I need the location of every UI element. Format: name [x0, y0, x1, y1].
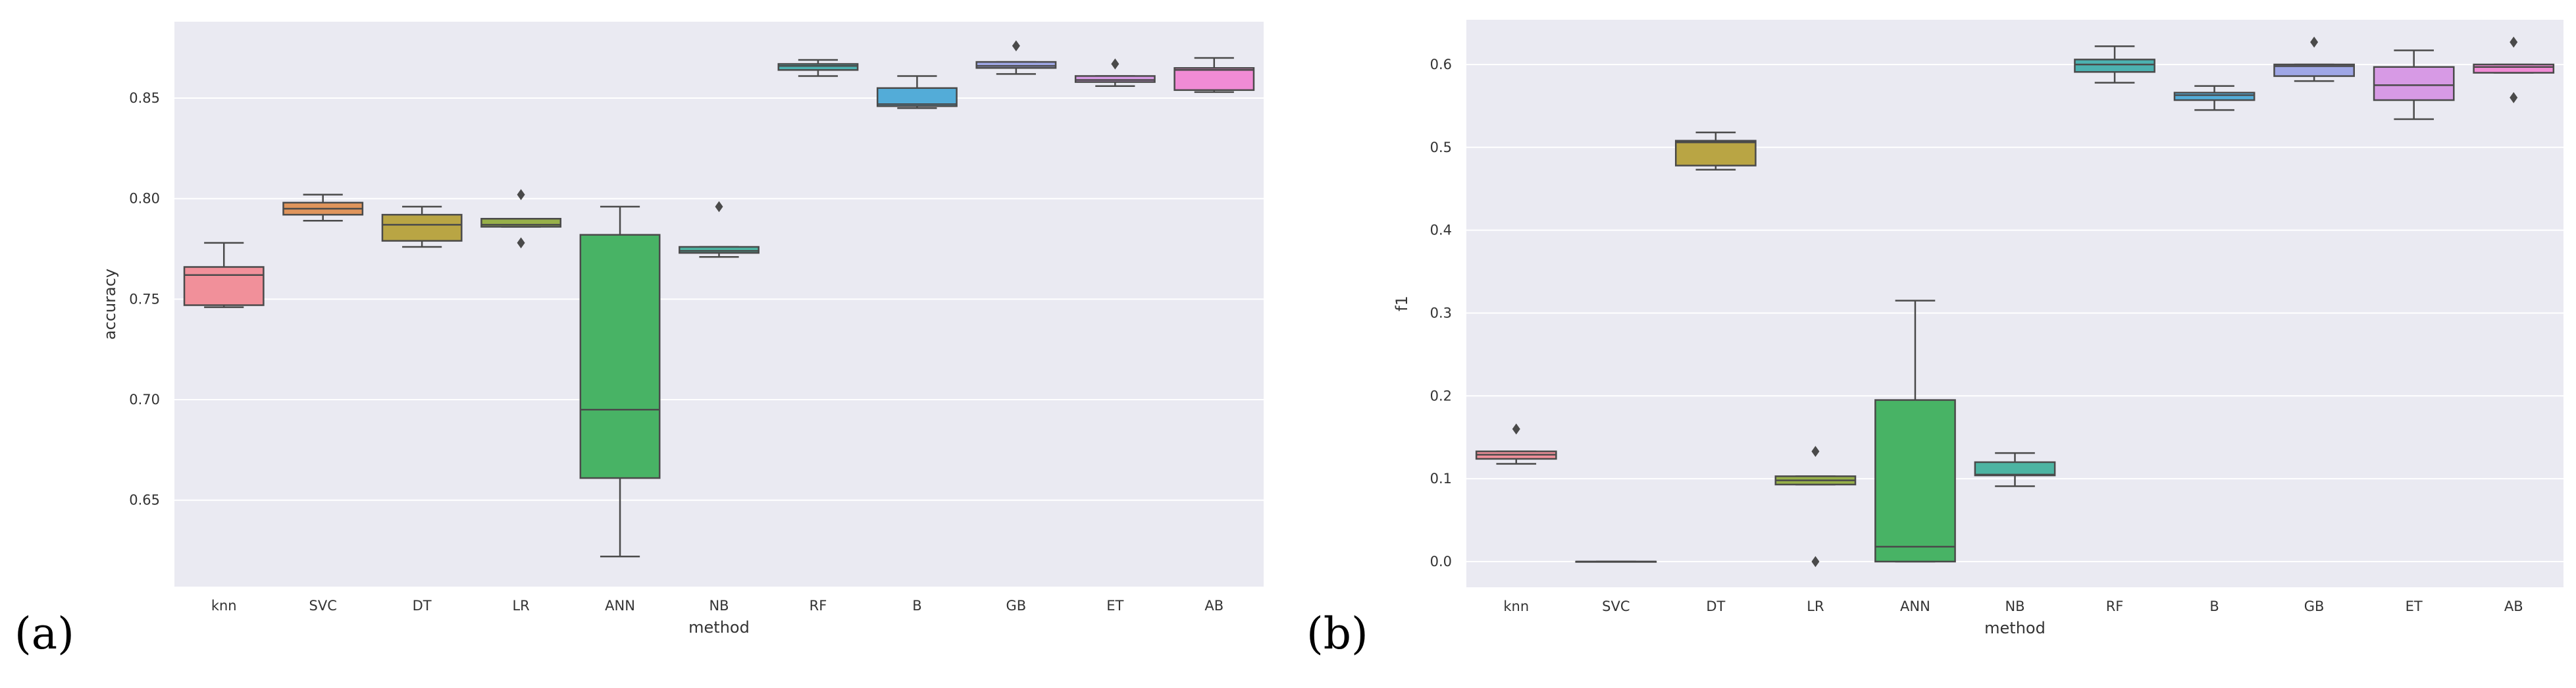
box-rf — [2074, 45, 2155, 84]
y-tick-label: 0.1 — [1430, 471, 1452, 487]
x-tick-label: RF — [2106, 598, 2124, 614]
box-body — [2273, 63, 2356, 77]
x-tick-label: DT — [413, 598, 432, 614]
x-tick-label: ANN — [605, 598, 635, 614]
box-et — [1074, 58, 1156, 87]
box-knn — [1475, 423, 1557, 465]
x-tick-label: LR — [1807, 598, 1824, 614]
outlier-point — [1512, 423, 1520, 435]
x-tick-label: knn — [211, 598, 237, 614]
box-gb — [2273, 36, 2356, 82]
box-et — [2373, 49, 2455, 120]
box-b — [2173, 85, 2255, 111]
box-ab — [1173, 57, 1255, 93]
box-body — [2074, 59, 2155, 73]
x-tick-label: knn — [1503, 598, 1529, 614]
x-tick-label: GB — [1006, 598, 1027, 614]
outlier-point — [517, 237, 525, 249]
box-svc — [282, 194, 364, 222]
x-axis-title: method — [688, 618, 750, 637]
x-tick-label: B — [912, 598, 921, 614]
box-lr — [480, 189, 562, 249]
y-tick-label: 0.85 — [129, 90, 160, 106]
box-lr — [1774, 446, 1857, 568]
outlier-point — [2510, 36, 2518, 48]
box-body — [381, 213, 463, 242]
panel-label: (b) — [1306, 608, 1368, 659]
x-tick-label: NB — [709, 598, 729, 614]
x-tick-label: RF — [810, 598, 827, 614]
x-tick-label: GB — [2304, 598, 2325, 614]
box-knn — [183, 242, 265, 308]
x-tick-label: ANN — [1900, 598, 1930, 614]
outlier-point — [1012, 40, 1020, 52]
y-tick-label: 0.3 — [1430, 305, 1452, 321]
box-rf — [777, 59, 859, 77]
x-tick-label: AB — [2504, 598, 2523, 614]
outlier-point — [2310, 36, 2319, 48]
y-axis-title: accuracy — [101, 269, 119, 340]
accuracy-chart-panel: 0.65 0.70 0.75 0.80 0.85 knn SVC DT LR ANN NB RF B GB… — [14, 22, 1264, 659]
box-dt — [1674, 131, 1757, 171]
box-body — [876, 87, 958, 107]
y-tick-label: 0.5 — [1430, 140, 1452, 155]
y-axis-title: f1 — [1393, 296, 1411, 311]
box-body — [2373, 66, 2455, 101]
plot-background — [1466, 20, 2563, 587]
box-body — [975, 61, 1057, 69]
outlier-point — [1811, 556, 1820, 568]
outlier-point — [715, 201, 723, 213]
plot-background — [174, 22, 1264, 587]
y-tick-label: 0.2 — [1430, 388, 1452, 404]
y-tick-label: 0.70 — [129, 392, 160, 408]
box-dt — [381, 205, 463, 248]
outlier-point — [517, 189, 525, 200]
x-tick-label: ET — [1106, 598, 1123, 614]
box-body — [1074, 75, 1156, 83]
x-tick-label: B — [2209, 598, 2219, 614]
x-tick-label: AB — [1204, 598, 1224, 614]
x-tick-label: SVC — [309, 598, 337, 614]
box-body — [2473, 63, 2555, 74]
box-nb — [1974, 452, 2056, 487]
y-tick-label: 0.0 — [1430, 554, 1452, 569]
box-body — [679, 246, 760, 254]
box-ann — [1874, 300, 1956, 563]
box-body — [1874, 399, 1956, 563]
x-axis-title: method — [1984, 619, 2046, 637]
box-nb — [679, 201, 760, 258]
box-ab — [2473, 36, 2555, 103]
box-gb — [975, 40, 1057, 75]
y-tick-label: 0.80 — [129, 191, 160, 207]
y-tick-label: 0.4 — [1430, 223, 1452, 238]
outlier-point — [1111, 58, 1120, 70]
x-tick-label: NB — [2005, 598, 2024, 614]
box-body — [1173, 66, 1255, 92]
x-tick-label: SVC — [1602, 598, 1630, 614]
box-body — [183, 266, 265, 306]
x-tick-label: ET — [2406, 598, 2423, 614]
y-tick-label: 0.65 — [129, 492, 160, 508]
box-body — [1674, 140, 1757, 167]
x-tick-label: DT — [1706, 598, 1725, 614]
box-body — [777, 63, 859, 71]
outlier-point — [1811, 446, 1820, 458]
y-tick-label: 0.6 — [1430, 57, 1452, 72]
f1-chart-panel: 0.0 0.1 0.2 0.3 0.4 0.5 0.6 knn SVC DT LR ANN NB RF B G… — [1306, 20, 2563, 659]
outlier-point — [2510, 92, 2518, 103]
box-body — [2173, 92, 2255, 101]
y-tick-label: 0.75 — [129, 291, 160, 307]
panel-label: (a) — [14, 608, 74, 659]
box-ann — [579, 205, 661, 558]
box-b — [876, 75, 958, 109]
box-body — [1974, 461, 2056, 477]
box-body — [579, 234, 661, 479]
x-tick-label: LR — [512, 598, 529, 614]
